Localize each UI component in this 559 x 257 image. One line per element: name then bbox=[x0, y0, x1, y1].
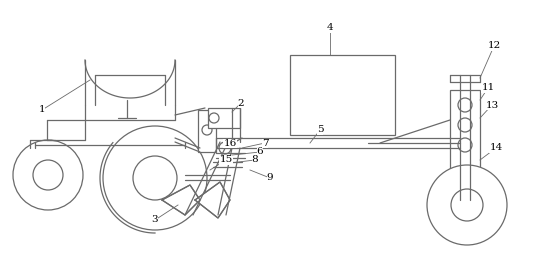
Circle shape bbox=[33, 160, 63, 190]
Text: 8: 8 bbox=[252, 155, 258, 164]
Text: 14: 14 bbox=[489, 143, 503, 152]
Circle shape bbox=[458, 98, 472, 112]
Bar bbox=[198, 110, 216, 152]
Text: 2: 2 bbox=[238, 98, 244, 107]
Circle shape bbox=[133, 156, 177, 200]
Text: 12: 12 bbox=[487, 41, 501, 50]
Text: 9: 9 bbox=[267, 173, 273, 182]
Text: 1: 1 bbox=[39, 106, 45, 115]
Polygon shape bbox=[162, 185, 200, 215]
Text: 11: 11 bbox=[481, 84, 495, 93]
Text: 5: 5 bbox=[317, 125, 323, 134]
Circle shape bbox=[458, 138, 472, 152]
Polygon shape bbox=[195, 182, 230, 218]
Text: 6: 6 bbox=[257, 148, 263, 157]
Text: 4: 4 bbox=[326, 23, 333, 32]
Text: 15: 15 bbox=[219, 155, 233, 164]
Circle shape bbox=[209, 113, 219, 123]
Bar bbox=[450, 90, 480, 170]
Bar bbox=[208, 108, 240, 128]
Text: 3: 3 bbox=[151, 216, 158, 225]
Text: 7: 7 bbox=[262, 139, 268, 148]
Circle shape bbox=[427, 165, 507, 245]
Circle shape bbox=[458, 118, 472, 132]
Circle shape bbox=[451, 189, 483, 221]
Circle shape bbox=[219, 142, 231, 154]
Circle shape bbox=[103, 126, 207, 230]
Bar bbox=[290, 55, 395, 135]
Text: 16: 16 bbox=[224, 139, 236, 148]
Circle shape bbox=[202, 125, 212, 135]
Circle shape bbox=[13, 140, 83, 210]
Text: 13: 13 bbox=[485, 100, 499, 109]
